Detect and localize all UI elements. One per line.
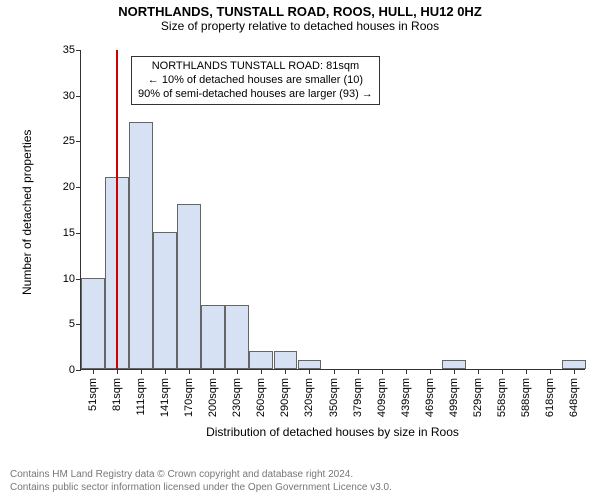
annotation-line: ← 10% of detached houses are smaller (10… [138, 74, 373, 88]
x-tick [574, 369, 575, 374]
footer-attribution: Contains HM Land Registry data © Crown c… [10, 469, 392, 494]
reference-line [116, 50, 118, 369]
x-tick-label: 439sqm [400, 378, 412, 417]
x-tick [237, 369, 238, 374]
x-tick [454, 369, 455, 374]
y-tick [76, 187, 81, 188]
bar [81, 278, 105, 369]
y-tick-label: 20 [53, 181, 75, 193]
bar [562, 360, 586, 369]
annotation-line: 90% of semi-detached houses are larger (… [138, 88, 373, 102]
bar [177, 204, 201, 369]
x-tick [141, 369, 142, 374]
x-tick [93, 369, 94, 374]
y-axis-label: Number of detached properties [20, 130, 34, 295]
footer-line1: Contains HM Land Registry data © Crown c… [10, 469, 392, 482]
x-tick [550, 369, 551, 374]
x-tick-label: 409sqm [376, 378, 388, 417]
annotation-box: NORTHLANDS TUNSTALL ROAD: 81sqm← 10% of … [131, 56, 380, 105]
y-tick [76, 50, 81, 51]
y-tick [76, 96, 81, 97]
bar [274, 351, 298, 369]
x-tick [430, 369, 431, 374]
x-tick [334, 369, 335, 374]
x-tick-label: 230sqm [231, 378, 243, 417]
x-tick [261, 369, 262, 374]
x-tick [382, 369, 383, 374]
annotation-line: NORTHLANDS TUNSTALL ROAD: 81sqm [138, 60, 373, 74]
x-tick-label: 529sqm [472, 378, 484, 417]
x-tick [526, 369, 527, 374]
x-tick-label: 81sqm [111, 378, 123, 411]
y-tick-label: 35 [53, 44, 75, 56]
x-tick-label: 350sqm [328, 378, 340, 417]
y-tick-label: 5 [53, 318, 75, 330]
chart-container: Number of detached properties NORTHLANDS… [55, 50, 585, 425]
x-tick-label: 320sqm [303, 378, 315, 417]
x-tick-label: 200sqm [207, 378, 219, 417]
x-tick [213, 369, 214, 374]
chart-subtitle: Size of property relative to detached ho… [0, 19, 600, 33]
x-tick [309, 369, 310, 374]
bar [153, 232, 177, 369]
bar [298, 360, 322, 369]
y-tick-label: 30 [53, 90, 75, 102]
bar [201, 305, 225, 369]
footer-line2: Contains public sector information licen… [10, 482, 392, 495]
y-tick-label: 25 [53, 135, 75, 147]
x-axis-label: Distribution of detached houses by size … [80, 425, 585, 439]
x-tick-label: 588sqm [520, 378, 532, 417]
chart-title: NORTHLANDS, TUNSTALL ROAD, ROOS, HULL, H… [0, 0, 600, 19]
x-tick [117, 369, 118, 374]
x-tick-label: 260sqm [255, 378, 267, 417]
y-tick-label: 10 [53, 273, 75, 285]
x-tick-label: 618sqm [544, 378, 556, 417]
x-tick [189, 369, 190, 374]
plot-area: NORTHLANDS TUNSTALL ROAD: 81sqm← 10% of … [80, 50, 585, 370]
x-tick [502, 369, 503, 374]
bar [225, 305, 249, 369]
x-tick-label: 141sqm [159, 378, 171, 417]
x-tick-label: 558sqm [496, 378, 508, 417]
x-tick-label: 499sqm [448, 378, 460, 417]
x-tick [165, 369, 166, 374]
x-tick-label: 51sqm [87, 378, 99, 411]
y-tick-label: 0 [53, 364, 75, 376]
x-tick-label: 469sqm [424, 378, 436, 417]
y-tick [76, 370, 81, 371]
bar [249, 351, 273, 369]
x-tick [285, 369, 286, 374]
x-tick-label: 111sqm [135, 378, 147, 416]
x-tick-label: 648sqm [568, 378, 580, 417]
y-tick [76, 141, 81, 142]
x-tick-label: 290sqm [279, 378, 291, 417]
bar [129, 122, 153, 369]
x-tick-label: 170sqm [183, 378, 195, 417]
y-tick-label: 15 [53, 227, 75, 239]
x-tick-label: 379sqm [352, 378, 364, 417]
x-tick [358, 369, 359, 374]
x-tick [478, 369, 479, 374]
bar [442, 360, 466, 369]
x-tick [406, 369, 407, 374]
y-tick [76, 233, 81, 234]
